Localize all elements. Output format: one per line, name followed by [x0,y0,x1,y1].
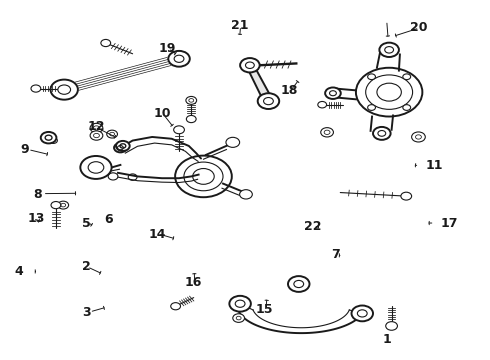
Circle shape [31,85,41,92]
Circle shape [368,74,375,80]
Circle shape [403,105,411,111]
Circle shape [356,68,422,117]
Circle shape [101,40,111,46]
Text: 15: 15 [256,303,273,316]
Circle shape [171,303,180,310]
Circle shape [240,58,260,72]
Circle shape [116,141,130,151]
Circle shape [186,96,196,104]
Circle shape [386,321,397,330]
Circle shape [168,51,190,67]
Circle shape [233,314,245,322]
Text: 8: 8 [33,188,42,201]
Text: 10: 10 [153,107,171,120]
Text: 22: 22 [304,220,321,233]
Circle shape [379,42,399,57]
Text: 9: 9 [20,143,29,156]
Circle shape [41,132,56,143]
Text: 14: 14 [148,228,166,241]
Circle shape [51,202,61,209]
Circle shape [288,276,310,292]
Circle shape [58,201,69,209]
Circle shape [90,131,103,140]
Circle shape [240,190,252,199]
Text: 11: 11 [426,159,443,172]
Circle shape [325,87,341,99]
Circle shape [226,137,240,147]
Text: 4: 4 [14,265,23,278]
Text: 18: 18 [280,84,297,97]
Circle shape [401,192,412,200]
Text: 5: 5 [82,216,91,230]
Text: 17: 17 [441,216,458,230]
Circle shape [186,116,196,123]
Circle shape [258,93,279,109]
Circle shape [321,128,333,137]
Text: 2: 2 [82,260,91,273]
Text: 20: 20 [410,21,427,34]
Circle shape [412,132,425,142]
Text: 16: 16 [185,276,202,289]
Text: 7: 7 [331,248,340,261]
Circle shape [175,156,232,197]
Text: 12: 12 [87,121,105,134]
Text: 13: 13 [27,212,45,225]
Circle shape [114,143,127,152]
Circle shape [90,123,103,133]
Circle shape [368,105,375,111]
Circle shape [351,306,373,321]
Text: 6: 6 [104,213,113,226]
Circle shape [107,130,118,138]
Text: 3: 3 [82,306,91,319]
Text: 1: 1 [382,333,391,346]
Circle shape [80,156,112,179]
Circle shape [318,102,327,108]
Circle shape [229,296,251,312]
Circle shape [50,80,78,100]
Text: 21: 21 [231,19,249,32]
Circle shape [403,74,411,80]
Circle shape [373,127,391,140]
Text: 19: 19 [158,41,175,54]
Circle shape [173,126,184,134]
